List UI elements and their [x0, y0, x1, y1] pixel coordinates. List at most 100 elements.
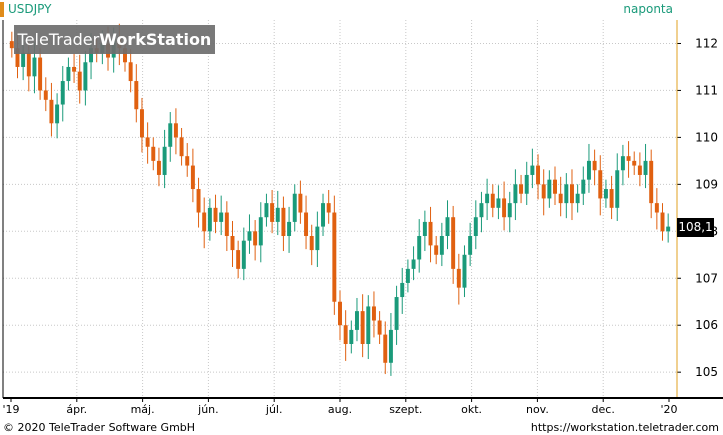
- candle-body: [570, 184, 574, 204]
- candle-body: [417, 236, 422, 260]
- candle-body: [485, 193, 490, 204]
- axes: [2, 20, 723, 399]
- candle-body: [649, 160, 654, 204]
- candle-body: [15, 48, 20, 67]
- x-tick-label: júl.: [265, 403, 283, 416]
- period-label[interactable]: naponta: [623, 2, 673, 16]
- candle-body: [9, 41, 14, 49]
- candle-body: [21, 52, 26, 67]
- candle-body: [230, 236, 235, 251]
- candle-body: [304, 212, 309, 236]
- candle-body: [496, 198, 501, 208]
- candle-body: [360, 311, 365, 344]
- candle-body: [241, 240, 246, 269]
- candle-body: [43, 90, 48, 100]
- candle-body: [609, 189, 614, 208]
- watermark: TeleTraderWorkStation: [14, 25, 215, 54]
- candle-body: [26, 52, 31, 77]
- x-axis-labels: '19 ápr. máj. jún. júl. aug. szept. okt. nov. dec…: [2, 403, 677, 416]
- x-tick-label: szept.: [389, 403, 422, 416]
- candle-body: [524, 174, 529, 194]
- candle-body: [224, 212, 229, 236]
- candle-body: [637, 165, 642, 175]
- candle-body: [519, 184, 524, 194]
- y-tick-label: 111: [695, 83, 718, 97]
- grid-lines: [3, 20, 681, 402]
- x-tick-label: aug.: [328, 403, 352, 416]
- candle-body: [247, 231, 252, 241]
- candle-body: [643, 160, 648, 175]
- candle-body: [162, 146, 167, 175]
- candle-body: [502, 198, 507, 218]
- candle-body: [190, 165, 195, 190]
- candle-body: [219, 212, 224, 222]
- candle-body: [179, 137, 184, 157]
- candle-body: [287, 221, 292, 236]
- candle-body: [428, 221, 433, 246]
- candle-body: [213, 207, 218, 222]
- candle-body: [89, 48, 94, 63]
- candle-body: [411, 259, 416, 269]
- x-tick-label: okt.: [461, 403, 482, 416]
- candle-body: [383, 334, 388, 363]
- x-tick-label: nov.: [526, 403, 549, 416]
- candle-body: [315, 226, 320, 251]
- candle-body: [292, 193, 297, 222]
- candle-body: [264, 203, 269, 218]
- candle-body: [581, 179, 586, 194]
- symbol-marker: [0, 2, 4, 17]
- candle-body: [530, 165, 535, 175]
- candle-body: [38, 57, 43, 91]
- candle-body: [202, 212, 207, 232]
- candle-body: [620, 156, 625, 171]
- candle-body: [60, 81, 65, 105]
- candle-body: [139, 109, 144, 138]
- watermark-product: WorkStation: [99, 30, 212, 49]
- y-tick-label: 107: [695, 271, 718, 285]
- x-tick-label: dec.: [592, 403, 615, 416]
- candle-body: [434, 245, 439, 255]
- candle-body: [479, 203, 484, 218]
- candle-body: [55, 104, 60, 124]
- candle-body: [196, 189, 201, 213]
- candle-body: [558, 193, 563, 204]
- candle-body: [134, 81, 139, 110]
- candle-body: [366, 306, 371, 344]
- symbol-label[interactable]: USDJPY: [8, 2, 52, 16]
- candle-body: [626, 156, 631, 161]
- candle-body: [394, 297, 399, 330]
- candle-body: [666, 226, 671, 232]
- copyright: © 2020 TeleTrader Software GmbH: [3, 421, 196, 434]
- footer-url[interactable]: https://workstation.teletrader.com: [530, 421, 719, 434]
- candle-body: [258, 217, 263, 246]
- candle-body: [332, 212, 337, 302]
- candle-body: [586, 160, 591, 180]
- candle-body: [371, 306, 376, 321]
- candle-body: [536, 165, 541, 185]
- candle-body: [473, 217, 478, 236]
- candle-body: [128, 62, 133, 82]
- x-tick-label: '19: [2, 403, 19, 416]
- candle-body: [388, 329, 393, 363]
- candle-body: [83, 62, 88, 91]
- candle-body: [321, 203, 326, 227]
- candle-body: [145, 137, 150, 147]
- x-tick-label: jún.: [197, 403, 219, 416]
- candle-body: [490, 193, 495, 208]
- candle-body: [349, 329, 354, 344]
- candle-body: [598, 170, 603, 199]
- x-tick-label: '20: [660, 403, 677, 416]
- y-tick-label: 109: [695, 177, 718, 191]
- candle-body: [123, 48, 127, 63]
- y-tick-label: 105: [695, 365, 718, 379]
- x-tick-label: ápr.: [66, 403, 87, 416]
- candle-body: [32, 57, 37, 77]
- candle-body: [575, 193, 580, 204]
- candle-body: [513, 184, 518, 204]
- candle-body: [72, 66, 77, 72]
- candle-body: [77, 71, 82, 91]
- candle-body: [156, 160, 161, 175]
- candle-body: [445, 217, 450, 236]
- candle-body: [405, 268, 410, 283]
